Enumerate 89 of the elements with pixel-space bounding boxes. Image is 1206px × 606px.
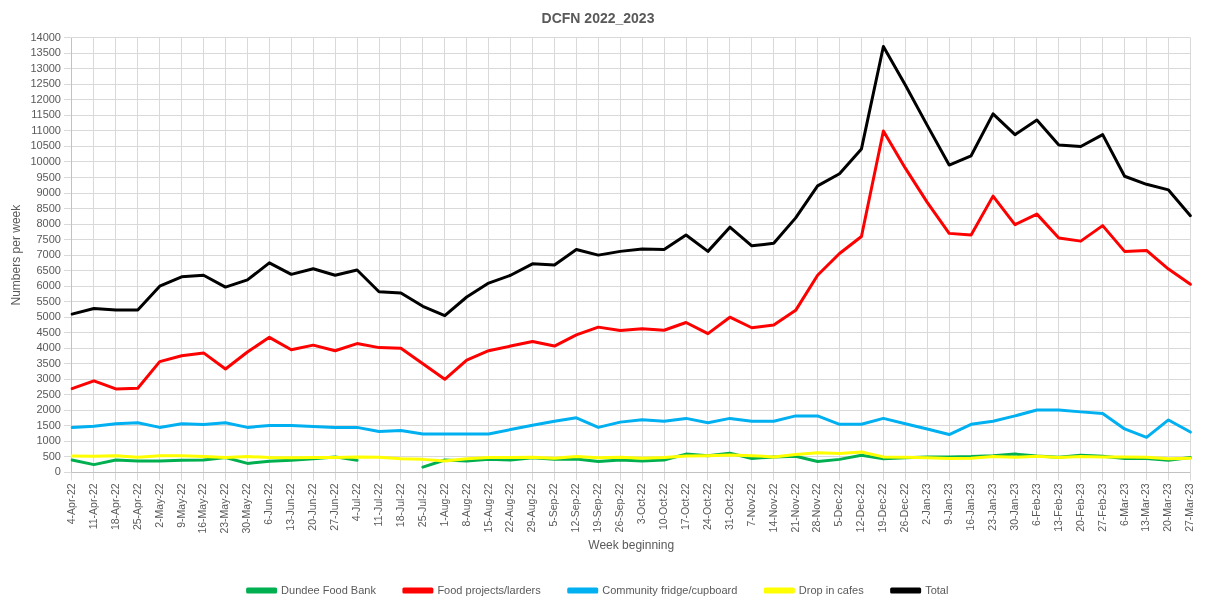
x-tick-label: 19-Dec-22 xyxy=(876,483,889,533)
x-tick-label: 29-Aug-22 xyxy=(525,483,538,533)
x-tick-label: 2-Jan-23 xyxy=(920,483,933,525)
y-tick-label: 4500 xyxy=(36,325,61,338)
y-tick-label: 2500 xyxy=(36,387,61,400)
y-tick-label: 12500 xyxy=(30,77,61,90)
y-tick-label: 8000 xyxy=(36,217,61,230)
y-tick-label: 3500 xyxy=(36,356,61,369)
x-tick-label: 6-Feb-23 xyxy=(1029,483,1042,527)
x-tick-label: 13-Jun-22 xyxy=(284,483,297,531)
y-tick-label: 7500 xyxy=(36,232,61,245)
y-tick-label: 8500 xyxy=(36,201,61,214)
x-tick-label: 20-Mar-23 xyxy=(1161,483,1174,532)
x-tick-label: 1-Aug-22 xyxy=(437,483,450,527)
x-tick-label: 10-Oct-22 xyxy=(656,483,669,531)
x-tick-label: 30-May-22 xyxy=(240,483,253,534)
y-tick-label: 4000 xyxy=(36,341,61,354)
legend-label: Drop in cafes xyxy=(798,583,865,596)
x-tick-label: 22-Aug-22 xyxy=(503,483,516,533)
x-tick-label: 31-Oct-22 xyxy=(722,483,735,531)
x-tick-label: 15-Aug-22 xyxy=(481,483,494,533)
y-tick-label: 1000 xyxy=(36,434,61,447)
x-tick-label: 4-Jul-22 xyxy=(349,483,362,522)
x-tick-label: 8-Aug-22 xyxy=(459,483,472,527)
x-tick-label: 30-Jan-23 xyxy=(1007,483,1020,531)
y-tick-label: 2000 xyxy=(36,403,61,416)
y-tick-label: 10000 xyxy=(30,155,61,168)
x-tick-label: 13-Mar-23 xyxy=(1139,483,1152,532)
x-tick-label: 26-Sep-22 xyxy=(613,483,626,533)
x-tick-label: 26-Dec-22 xyxy=(898,483,911,533)
legend-label: Food projects/larders xyxy=(437,583,542,596)
x-tick-label: 12-Dec-22 xyxy=(854,483,867,533)
y-tick-label: 13500 xyxy=(30,46,61,59)
y-tick-label: 7000 xyxy=(36,248,61,261)
y-tick-label: 14000 xyxy=(30,30,61,43)
x-tick-label: 5-Dec-22 xyxy=(832,483,845,527)
x-tick-label: 27-Jun-22 xyxy=(328,483,341,531)
x-tick-label: 5-Sep-22 xyxy=(547,483,560,527)
x-tick-label: 16-Jan-23 xyxy=(963,483,976,531)
x-tick-label: 11-Jul-22 xyxy=(371,483,384,527)
y-tick-label: 11000 xyxy=(31,123,61,136)
y-tick-label: 0 xyxy=(54,465,61,478)
x-axis-title: Week beginning xyxy=(588,538,675,553)
y-tick-label: 6000 xyxy=(36,279,61,292)
x-tick-label: 13-Feb-23 xyxy=(1051,483,1064,532)
x-tick-label: 16-May-22 xyxy=(196,483,209,534)
legend-label: Dundee Food Bank xyxy=(281,583,377,596)
y-tick-label: 500 xyxy=(42,449,61,462)
x-tick-label: 4-Apr-22 xyxy=(64,483,77,525)
x-tick-label: 25-Apr-22 xyxy=(130,483,143,531)
x-tick-label: 18-Jul-22 xyxy=(393,483,406,528)
x-tick-label: 17-Oct-22 xyxy=(678,483,691,531)
y-axis-title: Numbers per week xyxy=(8,203,23,306)
x-tick-label: 9-May-22 xyxy=(174,483,187,528)
legend-label: Community fridge/cupboard xyxy=(602,583,738,596)
x-tick-label: 11-Apr-22 xyxy=(86,483,99,530)
y-tick-label: 1500 xyxy=(36,418,61,431)
y-tick-label: 13000 xyxy=(30,61,61,74)
x-tick-label: 20-Feb-23 xyxy=(1073,483,1086,532)
x-tick-label: 23-Jan-23 xyxy=(985,483,998,531)
y-tick-label: 10500 xyxy=(30,139,61,152)
x-tick-label: 19-Sep-22 xyxy=(591,483,604,533)
y-tick-label: 5000 xyxy=(36,310,61,323)
y-tick-label: 9500 xyxy=(36,170,61,183)
x-tick-label: 6-Jun-22 xyxy=(262,483,275,525)
y-tick-label: 11500 xyxy=(31,108,61,121)
x-tick-label: 12-Sep-22 xyxy=(569,483,582,533)
x-tick-label: 28-Nov-22 xyxy=(810,483,823,533)
y-tick-label: 3000 xyxy=(36,372,61,385)
x-tick-label: 6-Mar-23 xyxy=(1117,483,1130,527)
x-tick-label: 2-May-22 xyxy=(152,483,165,528)
legend-label: Total xyxy=(925,583,949,596)
y-tick-label: 5500 xyxy=(36,294,61,307)
x-tick-label: 24-Oct-22 xyxy=(700,483,713,531)
y-tick-label: 12000 xyxy=(30,92,61,105)
x-tick-label: 23-May-22 xyxy=(218,483,231,534)
x-tick-label: 7-Nov-22 xyxy=(744,483,757,527)
x-tick-label: 27-Mar-23 xyxy=(1183,483,1196,532)
x-tick-label: 9-Jan-23 xyxy=(942,483,955,525)
x-tick-label: 21-Nov-22 xyxy=(788,483,801,533)
y-tick-label: 6500 xyxy=(36,263,61,276)
x-tick-label: 27-Feb-23 xyxy=(1095,483,1108,532)
chart-title: DCFN 2022_2023 xyxy=(541,10,655,27)
x-tick-label: 3-Oct-22 xyxy=(635,483,648,525)
x-tick-label: 18-Apr-22 xyxy=(108,483,121,531)
x-tick-label: 20-Jun-22 xyxy=(306,483,319,531)
x-tick-label: 25-Jul-22 xyxy=(415,483,428,528)
y-tick-label: 9000 xyxy=(36,186,61,199)
x-tick-label: 14-Nov-22 xyxy=(766,483,779,533)
